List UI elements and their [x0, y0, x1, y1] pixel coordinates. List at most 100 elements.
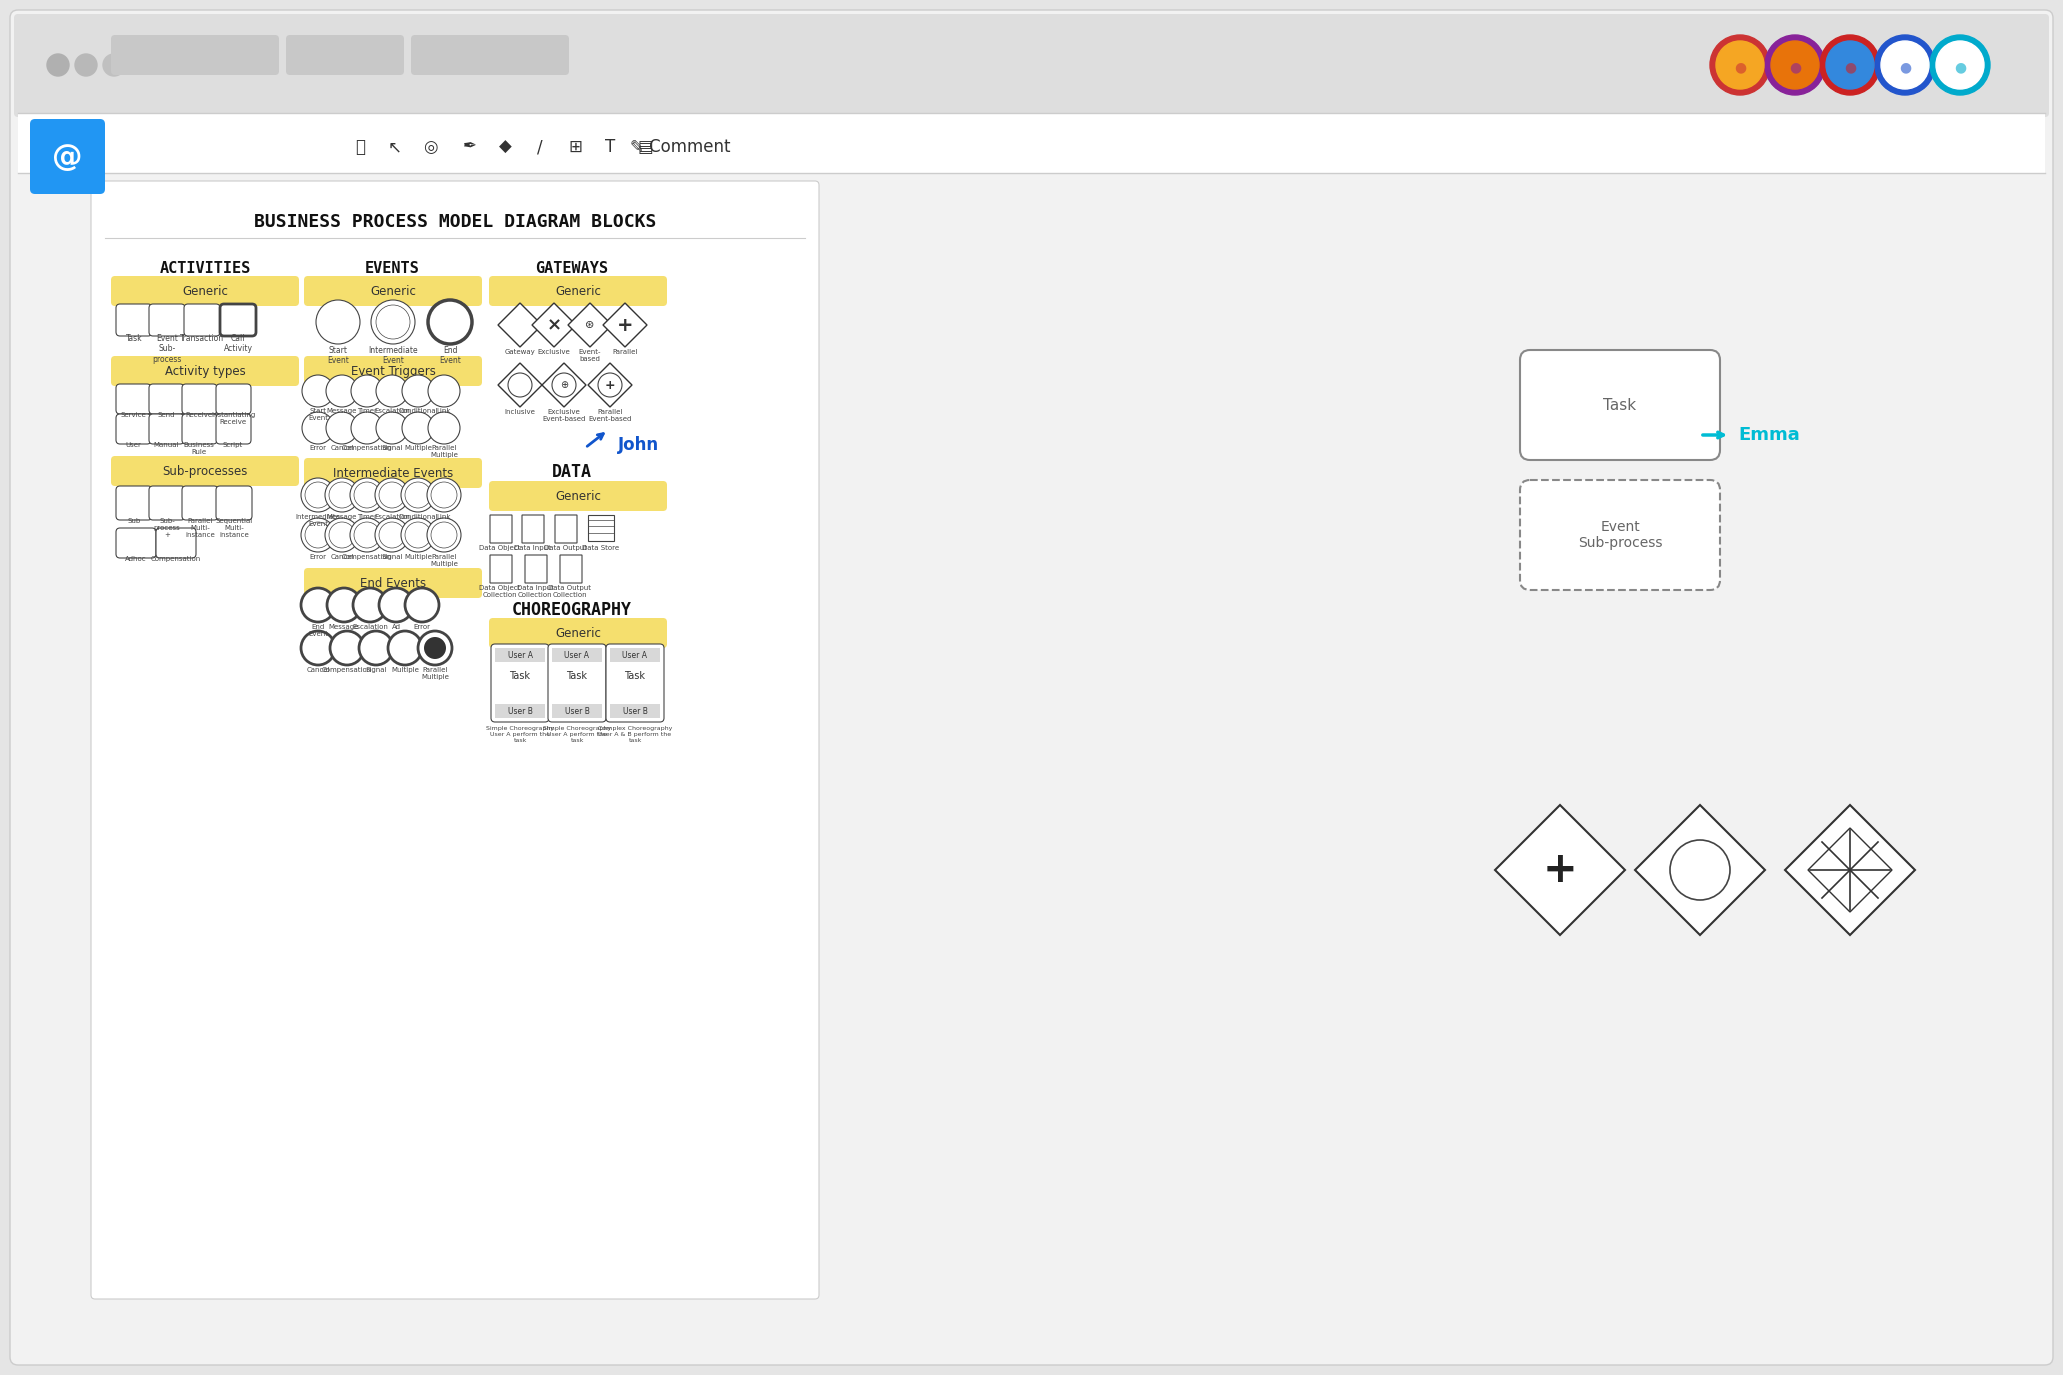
Text: Task: Task [510, 671, 530, 681]
FancyBboxPatch shape [116, 384, 151, 414]
FancyBboxPatch shape [116, 304, 153, 336]
Text: ●: ● [1954, 60, 1966, 74]
Circle shape [301, 478, 334, 512]
FancyBboxPatch shape [182, 414, 217, 444]
Text: Message: Message [326, 408, 357, 414]
FancyBboxPatch shape [184, 304, 221, 336]
Text: Script: Script [223, 441, 243, 448]
Circle shape [1931, 34, 1991, 95]
FancyBboxPatch shape [1520, 480, 1721, 590]
Text: Timer: Timer [357, 408, 378, 414]
Circle shape [353, 588, 388, 622]
FancyBboxPatch shape [1520, 351, 1721, 461]
FancyBboxPatch shape [10, 10, 2053, 1365]
FancyBboxPatch shape [489, 276, 666, 307]
Text: Multiple: Multiple [404, 446, 431, 451]
Text: ⊞: ⊞ [567, 138, 582, 155]
FancyBboxPatch shape [491, 644, 549, 722]
Polygon shape [497, 302, 543, 346]
Text: Cancel: Cancel [330, 446, 355, 451]
Text: User A: User A [565, 650, 590, 660]
Circle shape [380, 522, 404, 549]
Circle shape [427, 412, 460, 444]
Text: Sequential
Multi-
instance: Sequential Multi- instance [215, 518, 252, 538]
Circle shape [1716, 41, 1764, 89]
Text: Sub: Sub [128, 518, 140, 524]
Polygon shape [1496, 804, 1626, 935]
Text: Generic: Generic [555, 285, 600, 297]
FancyBboxPatch shape [182, 384, 217, 414]
FancyBboxPatch shape [559, 556, 582, 583]
Text: Task: Task [567, 671, 588, 681]
Text: @: @ [52, 143, 83, 172]
Circle shape [326, 412, 359, 444]
Text: Event Triggers: Event Triggers [351, 364, 435, 378]
FancyBboxPatch shape [303, 458, 483, 488]
Text: Data Object: Data Object [479, 544, 520, 551]
FancyBboxPatch shape [287, 34, 404, 76]
Circle shape [355, 483, 380, 507]
Text: Gateway: Gateway [505, 349, 536, 355]
Text: +: + [604, 378, 615, 392]
Bar [495, 648, 545, 661]
Text: John: John [619, 436, 658, 454]
Text: T: T [604, 138, 615, 155]
Text: Intermediate
Event: Intermediate Event [367, 346, 419, 366]
Circle shape [103, 54, 126, 76]
Polygon shape [588, 363, 631, 407]
FancyBboxPatch shape [149, 384, 184, 414]
Text: DATA: DATA [553, 463, 592, 481]
Text: Signal: Signal [382, 554, 402, 560]
Text: Message: Message [328, 624, 359, 630]
Text: Parallel: Parallel [613, 349, 637, 355]
Circle shape [427, 518, 460, 551]
Circle shape [316, 300, 361, 344]
Circle shape [330, 631, 363, 666]
Circle shape [402, 375, 433, 407]
Bar [553, 648, 602, 661]
Circle shape [301, 588, 334, 622]
Text: GATEWAYS: GATEWAYS [536, 260, 609, 275]
Text: User A: User A [507, 650, 532, 660]
Text: Event
Sub-process: Event Sub-process [1578, 520, 1663, 550]
Text: Task: Task [1603, 397, 1636, 412]
Polygon shape [532, 302, 576, 346]
FancyBboxPatch shape [549, 644, 607, 722]
Text: Exclusive
Event-based: Exclusive Event-based [543, 408, 586, 422]
Text: ●: ● [1789, 60, 1801, 74]
Text: Generic: Generic [182, 285, 227, 297]
FancyBboxPatch shape [116, 528, 157, 558]
Text: Compensation: Compensation [322, 667, 371, 672]
Circle shape [427, 478, 460, 512]
Circle shape [1770, 41, 1820, 89]
Text: ⊕: ⊕ [559, 380, 567, 390]
Text: User B: User B [565, 707, 590, 715]
Text: Adhoc: Adhoc [126, 556, 146, 562]
FancyBboxPatch shape [489, 481, 666, 512]
Circle shape [1710, 34, 1770, 95]
Text: ACTIVITIES: ACTIVITIES [159, 260, 250, 275]
Text: Instantiating
Receive: Instantiating Receive [210, 412, 256, 425]
Circle shape [301, 518, 334, 551]
Text: Escalation: Escalation [373, 408, 411, 414]
Text: Ad: Ad [392, 624, 400, 630]
Text: End Events: End Events [359, 576, 427, 590]
FancyBboxPatch shape [411, 34, 569, 76]
Circle shape [74, 54, 97, 76]
FancyBboxPatch shape [116, 414, 151, 444]
Text: Data Store: Data Store [582, 544, 619, 551]
Circle shape [1671, 840, 1731, 901]
Text: Signal: Signal [365, 667, 386, 672]
Text: Intermediate
Event: Intermediate Event [295, 514, 340, 527]
Circle shape [380, 483, 404, 507]
Circle shape [431, 483, 458, 507]
Text: Parallel
Multi-
instance: Parallel Multi- instance [186, 518, 215, 538]
Bar [611, 648, 660, 661]
Circle shape [427, 300, 472, 344]
Circle shape [1935, 41, 1985, 89]
Text: ×: × [547, 316, 561, 334]
Circle shape [402, 412, 433, 444]
Circle shape [1881, 41, 1929, 89]
Circle shape [553, 373, 576, 397]
Circle shape [371, 300, 415, 344]
